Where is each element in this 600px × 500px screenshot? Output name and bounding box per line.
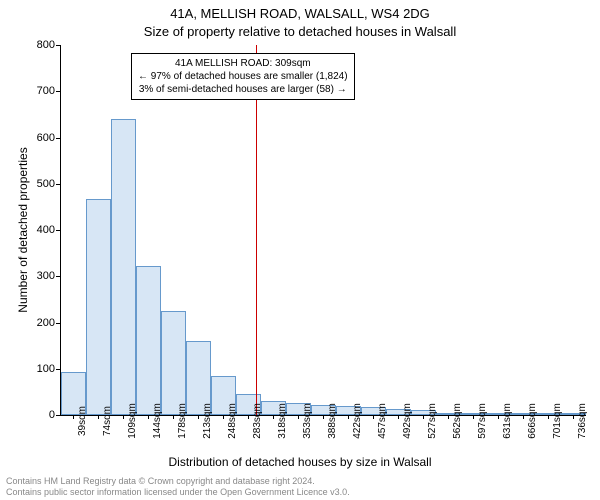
y-tick-mark [56,91,60,92]
x-tick-mark [573,415,574,419]
chart-container: 41A, MELLISH ROAD, WALSALL, WS4 2DG Size… [0,0,600,500]
y-tick-label: 0 [49,409,55,421]
histogram-bar [161,311,186,415]
x-tick-mark [373,415,374,419]
footer-attribution: Contains HM Land Registry data © Crown c… [6,476,350,498]
annotation-line1: 41A MELLISH ROAD: 309sqm [138,57,348,70]
histogram-bar [136,266,161,415]
x-tick-mark [73,415,74,419]
x-tick-label: 597sqm [477,403,488,439]
y-tick-label: 100 [37,363,55,375]
x-axis-label: Distribution of detached houses by size … [0,455,600,469]
annotation-box: 41A MELLISH ROAD: 309sqm ← 97% of detach… [131,53,355,100]
y-tick-mark [56,230,60,231]
y-tick-mark [56,369,60,370]
x-tick-label: 283sqm [252,403,263,439]
y-tick-label: 600 [37,132,55,144]
y-tick-mark [56,138,60,139]
y-tick-label: 200 [37,317,55,329]
histogram-bar [86,199,111,415]
plot-area: 41A MELLISH ROAD: 309sqm ← 97% of detach… [60,45,586,416]
x-tick-mark [323,415,324,419]
chart-title-main: 41A, MELLISH ROAD, WALSALL, WS4 2DG [0,6,600,21]
x-tick-mark [123,415,124,419]
x-tick-mark [548,415,549,419]
y-axis-label: Number of detached properties [16,147,30,312]
footer-line1: Contains HM Land Registry data © Crown c… [6,476,350,487]
x-tick-label: 701sqm [552,403,563,439]
x-tick-mark [148,415,149,419]
x-tick-label: 144sqm [152,403,163,439]
y-tick-label: 300 [37,270,55,282]
x-tick-mark [273,415,274,419]
annotation-line3: 3% of semi-detached houses are larger (5… [138,83,348,96]
y-tick-mark [56,415,60,416]
x-tick-mark [448,415,449,419]
x-tick-mark [423,415,424,419]
reference-line [256,45,257,415]
x-tick-label: 109sqm [127,403,138,439]
histogram-bar [111,119,136,415]
x-tick-mark [473,415,474,419]
x-tick-label: 178sqm [177,403,188,439]
x-tick-mark [498,415,499,419]
y-tick-label: 500 [37,178,55,190]
x-tick-label: 39sqm [77,406,88,436]
x-tick-label: 457sqm [377,403,388,439]
x-tick-mark [173,415,174,419]
x-tick-label: 213sqm [202,403,213,439]
y-tick-mark [56,184,60,185]
y-tick-label: 400 [37,224,55,236]
footer-line2: Contains public sector information licen… [6,487,350,498]
x-tick-mark [398,415,399,419]
y-tick-mark [56,45,60,46]
x-tick-mark [198,415,199,419]
y-tick-mark [56,323,60,324]
y-tick-label: 700 [37,85,55,97]
x-tick-label: 388sqm [327,403,338,439]
y-tick-mark [56,276,60,277]
chart-title-sub: Size of property relative to detached ho… [0,24,600,39]
x-tick-mark [348,415,349,419]
x-tick-mark [298,415,299,419]
x-tick-label: 666sqm [527,403,538,439]
x-tick-label: 562sqm [452,403,463,439]
x-tick-label: 736sqm [577,403,588,439]
annotation-line2: ← 97% of detached houses are smaller (1,… [138,70,348,83]
x-tick-label: 74sqm [102,406,113,436]
x-tick-mark [248,415,249,419]
x-tick-mark [523,415,524,419]
x-tick-mark [223,415,224,419]
x-tick-label: 422sqm [352,403,363,439]
x-tick-mark [98,415,99,419]
x-tick-label: 492sqm [402,403,413,439]
x-tick-label: 353sqm [302,403,313,439]
y-tick-label: 800 [37,39,55,51]
x-tick-label: 631sqm [502,403,513,439]
x-tick-label: 248sqm [227,403,238,439]
x-tick-label: 318sqm [277,403,288,439]
x-tick-label: 527sqm [427,403,438,439]
